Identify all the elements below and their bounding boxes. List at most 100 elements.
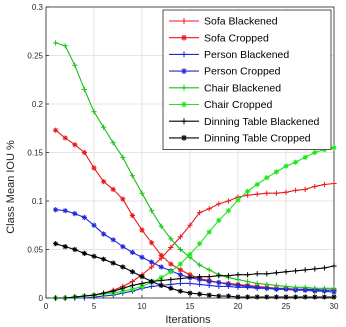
legend-item: Person Cropped (169, 66, 281, 78)
series-dinning-table-cropped (53, 241, 337, 300)
data-point (168, 236, 174, 242)
data-point (129, 286, 135, 292)
x-axis-label: Iterations (165, 314, 211, 326)
data-point (235, 197, 241, 203)
legend-marker (181, 134, 187, 141)
data-point (91, 165, 97, 171)
data-point (149, 208, 155, 214)
data-point (149, 278, 155, 285)
data-point (312, 285, 318, 291)
data-point (235, 276, 241, 283)
data-point (264, 175, 270, 181)
data-point (216, 293, 222, 299)
data-point (197, 276, 203, 283)
data-point (72, 142, 78, 148)
data-point (331, 180, 337, 187)
data-point (91, 292, 97, 298)
data-point (206, 274, 212, 280)
legend-marker (181, 118, 187, 125)
data-point (206, 278, 212, 285)
data-point (158, 264, 164, 270)
data-point (139, 280, 145, 287)
x-tick-label: 25 (282, 302, 291, 311)
data-point (273, 270, 279, 276)
data-point (81, 214, 87, 221)
data-point (91, 109, 97, 115)
x-tick-label: 20 (234, 302, 243, 311)
legend-label: Sofa Blackened (204, 16, 278, 28)
data-point (206, 206, 212, 212)
data-point (254, 271, 260, 277)
data-point (254, 284, 260, 290)
data-point (149, 240, 155, 246)
data-point (110, 288, 116, 294)
data-point (197, 274, 203, 280)
data-point (273, 286, 279, 292)
data-point (120, 288, 126, 294)
data-point (120, 264, 126, 270)
data-point (312, 149, 318, 156)
data-point (139, 190, 145, 196)
data-point (129, 269, 135, 275)
legend-item: Chair Cropped (169, 99, 272, 111)
legend-item: Sofa Blackened (169, 16, 278, 28)
data-point (302, 267, 308, 273)
series-lines (53, 40, 337, 301)
data-point (110, 237, 116, 243)
data-point (72, 294, 78, 300)
data-point (216, 279, 222, 286)
data-point (273, 190, 279, 196)
data-point (225, 273, 231, 279)
data-point (302, 284, 308, 290)
data-point (197, 291, 203, 297)
data-point (283, 294, 289, 300)
data-point (120, 154, 126, 160)
data-point (139, 283, 145, 289)
data-point (158, 282, 164, 288)
data-point (177, 288, 183, 294)
data-point (139, 274, 145, 280)
data-point (264, 285, 270, 291)
data-point (254, 181, 260, 188)
data-point (264, 294, 270, 300)
data-point (331, 263, 337, 269)
data-point (62, 295, 68, 301)
y-tick-label: 0.05 (27, 246, 43, 255)
data-point (216, 201, 222, 207)
data-point (321, 265, 327, 271)
data-point (81, 250, 87, 256)
data-point (120, 285, 126, 291)
data-point (187, 251, 193, 257)
data-point (197, 262, 203, 268)
data-point (81, 293, 87, 299)
data-point (235, 294, 241, 300)
data-point (283, 283, 289, 289)
data-point (101, 256, 107, 262)
data-point (206, 267, 212, 273)
data-point (312, 266, 318, 272)
legend-item: Dinning Table Cropped (169, 133, 311, 145)
data-point (72, 62, 78, 68)
legend-item: Dinning Table Blackened (169, 116, 320, 128)
data-point (293, 287, 299, 293)
data-point (177, 261, 183, 267)
data-point (235, 272, 241, 278)
legend-marker (181, 34, 187, 41)
data-point (177, 280, 183, 287)
data-point (62, 243, 68, 250)
data-point (197, 210, 203, 216)
data-point (110, 140, 116, 146)
data-point (53, 127, 59, 133)
data-point (254, 280, 260, 287)
data-point (53, 207, 59, 213)
data-point (129, 173, 135, 179)
y-tick-label: 0.2 (32, 100, 44, 109)
data-point (177, 234, 183, 240)
legend-marker (181, 84, 187, 91)
x-tick-label: 0 (44, 302, 49, 311)
data-point (283, 286, 289, 292)
data-point (206, 229, 212, 235)
legend-label: Person Blackened (204, 49, 289, 61)
data-point (302, 154, 308, 160)
